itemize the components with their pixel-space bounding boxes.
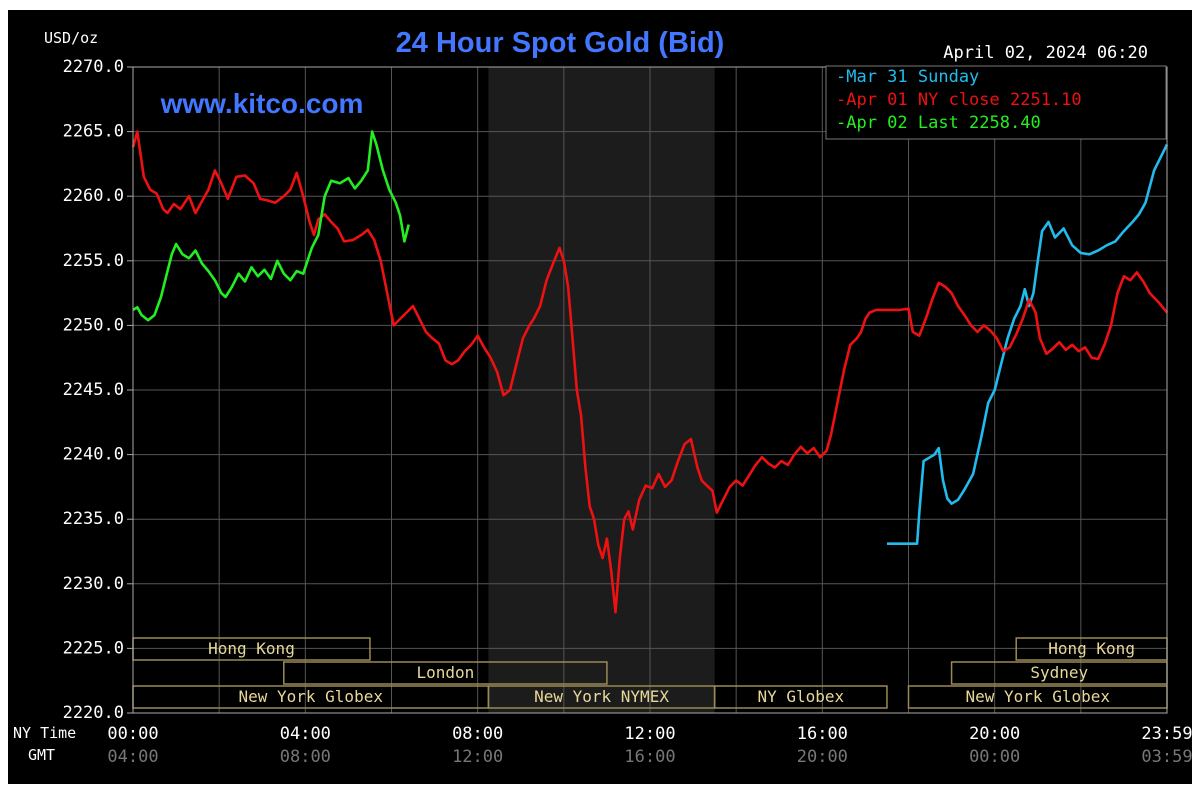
x-axis-label-ny: NY Time bbox=[13, 724, 76, 742]
x-axis-ticks: 00:00 04:00 08:00 12:00 16:00 20:00 23:59 04:00… bbox=[107, 724, 1192, 767]
y-axis-ticks: 2270.0 2265.0 2260.0 2255.0 2250.0 2245.0 2240… bbox=[63, 57, 133, 723]
x-tick-label-gmt: 08:00 bbox=[280, 747, 331, 767]
y-tick-label: 2270.0 bbox=[63, 57, 124, 77]
x-tick-label-gmt: 16:00 bbox=[624, 747, 675, 767]
x-tick-label-ny: 08:00 bbox=[452, 724, 503, 744]
series-line-2 bbox=[132, 130, 410, 322]
source-watermark: www.kitco.com bbox=[160, 88, 364, 119]
session-label: Hong Kong bbox=[208, 639, 295, 658]
session-box: NY Globex bbox=[713, 685, 888, 709]
series-line-0 bbox=[887, 143, 1169, 545]
x-tick-label-gmt: 03:59 bbox=[1141, 747, 1192, 767]
x-tick-label-ny: 04:00 bbox=[280, 724, 331, 744]
series-line-1 bbox=[131, 130, 1169, 614]
y-axis-label: USD/oz bbox=[44, 29, 98, 47]
x-tick-label-ny: 20:00 bbox=[969, 724, 1020, 744]
x-tick-label-ny: 16:00 bbox=[797, 724, 848, 744]
x-tick-label-ny: 12:00 bbox=[624, 724, 675, 744]
session-label: NY Globex bbox=[757, 687, 844, 706]
y-tick-label: 2255.0 bbox=[63, 251, 124, 271]
x-tick-label-gmt: 04:00 bbox=[107, 747, 158, 767]
legend-entry-apr-02: -Apr 02 Last 2258.40 bbox=[836, 113, 1041, 133]
session-label: New York Globex bbox=[966, 687, 1111, 706]
legend: -Mar 31 Sunday -Apr 01 NY close 2251.10 … bbox=[825, 65, 1167, 140]
legend-box bbox=[825, 65, 1167, 140]
x-tick-label-gmt: 20:00 bbox=[797, 747, 848, 767]
session-box-frame bbox=[713, 685, 888, 709]
y-tick-label: 2230.0 bbox=[63, 574, 124, 594]
session-label: London bbox=[416, 663, 474, 682]
session-box-frame bbox=[283, 661, 608, 685]
x-tick-label-gmt: 00:00 bbox=[969, 747, 1020, 767]
y-tick-label: 2260.0 bbox=[63, 186, 124, 206]
x-axis-label-gmt: GMT bbox=[28, 746, 55, 764]
x-tick-label-gmt: 12:00 bbox=[452, 747, 503, 767]
y-tick-label: 2235.0 bbox=[63, 509, 124, 529]
session-label: Sydney bbox=[1030, 663, 1088, 682]
x-tick-label-ny: 23:59 bbox=[1141, 724, 1192, 744]
session-label: Hong Kong bbox=[1048, 639, 1135, 658]
legend-entry-mar-31: -Mar 31 Sunday bbox=[836, 67, 979, 87]
y-tick-label: 2240.0 bbox=[63, 445, 124, 465]
x-tick-label-ny: 00:00 bbox=[107, 724, 158, 744]
session-label: New York NYMEX bbox=[534, 687, 669, 706]
y-tick-label: 2225.0 bbox=[63, 638, 124, 658]
y-tick-label: 2265.0 bbox=[63, 122, 124, 142]
legend-entry-apr-01: -Apr 01 NY close 2251.10 bbox=[836, 90, 1082, 110]
session-box: London bbox=[283, 661, 608, 685]
date-stamp: April 02, 2024 06:20 bbox=[943, 43, 1148, 63]
y-tick-label: 2220.0 bbox=[63, 703, 124, 723]
series-lines bbox=[131, 130, 1169, 614]
y-tick-label: 2245.0 bbox=[63, 380, 124, 400]
y-tick-label: 2250.0 bbox=[63, 315, 124, 335]
chart-title: 24 Hour Spot Gold (Bid) bbox=[396, 27, 725, 59]
session-label: New York Globex bbox=[238, 687, 383, 706]
